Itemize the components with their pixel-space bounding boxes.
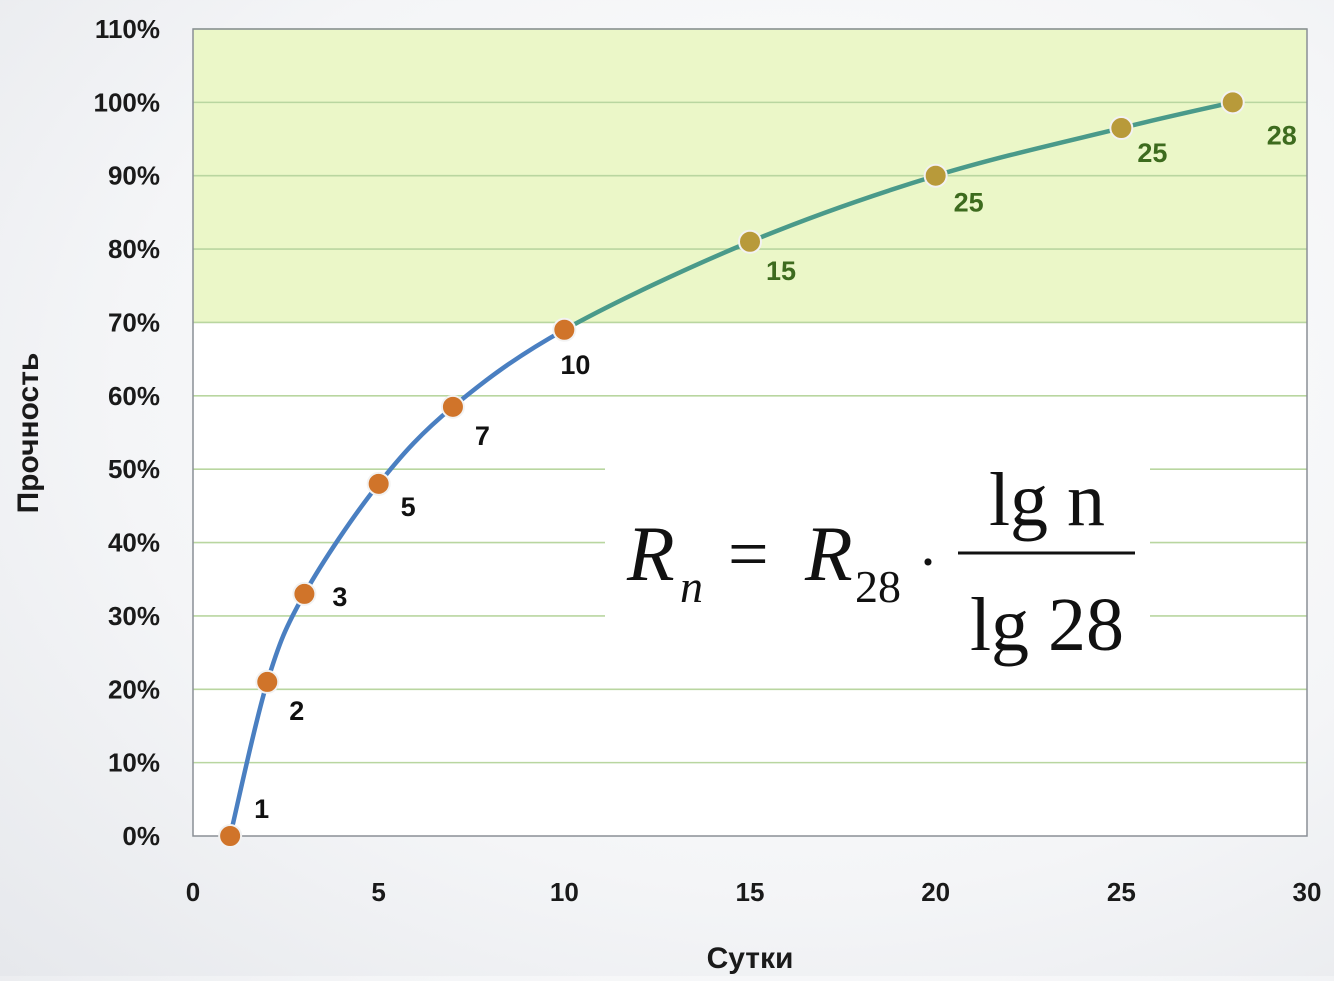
y-tick-label: 40%: [108, 528, 160, 558]
formula-denominator: lg 28: [970, 583, 1124, 667]
plot-border: [192, 28, 1308, 837]
y-tick-label: 10%: [108, 748, 160, 778]
series-line-segment: [562, 239, 753, 333]
y-tick-label: 30%: [108, 601, 160, 631]
x-axis-title: Сутки: [707, 942, 794, 975]
data-point: [552, 317, 577, 342]
y-tick-label: 20%: [108, 674, 160, 704]
data-point-label: 10: [560, 350, 590, 380]
data-point: [1109, 116, 1134, 141]
x-tick-label: 5: [371, 877, 385, 907]
x-tick-label: 30: [1293, 877, 1322, 907]
y-tick-label: 90%: [108, 161, 160, 191]
data-point-label: 2: [289, 696, 304, 726]
x-tick-label: 25: [1107, 877, 1136, 907]
y-tick-label: 60%: [108, 381, 160, 411]
x-tick-label: 0: [186, 877, 200, 907]
data-point: [1220, 90, 1245, 115]
y-tick-label: 70%: [108, 307, 160, 337]
y-tick-label: 110%: [95, 14, 160, 44]
data-point-label: 25: [1137, 138, 1167, 168]
data-series: 1 2 3 5 7 10 15 25 25 28: [218, 90, 1297, 848]
x-tick-label: 20: [921, 877, 950, 907]
data-point: [366, 471, 391, 496]
series-line-segment: [933, 125, 1124, 178]
formula-lhs-main: R: [626, 510, 675, 597]
data-point-label: 7: [475, 421, 490, 451]
formula-rhs-main: R: [804, 510, 853, 597]
data-point: [255, 669, 280, 694]
data-point: [292, 581, 317, 606]
series-line-segment: [747, 173, 938, 245]
data-point: [923, 163, 948, 188]
formula: R n = R 28 · lg n lg 28: [605, 458, 1150, 667]
x-tick-label: 10: [550, 877, 579, 907]
data-point-label: 3: [332, 582, 347, 612]
data-point-label: 28: [1267, 120, 1297, 150]
formula-background: [605, 462, 1150, 667]
data-point: [218, 824, 243, 848]
y-tick-label: 100%: [94, 87, 161, 117]
data-point: [738, 229, 762, 254]
series-line-segment: [450, 327, 567, 410]
series-line-segment: [302, 481, 381, 597]
y-tick-label: 0%: [122, 821, 160, 851]
formula-rhs-sub: 28: [855, 561, 901, 612]
y-axis-title: Прочность: [12, 353, 45, 514]
x-tick-label: 15: [736, 877, 765, 907]
formula-lhs-sub: n: [680, 561, 703, 612]
formula-equals: =: [728, 514, 769, 594]
data-point-label: 1: [254, 794, 269, 824]
axes: 0%10%20%30%40%50%60%70%80%90%100%110%0 5 1…: [94, 14, 1322, 907]
data-point-label: 5: [401, 492, 416, 522]
data-point: [440, 394, 465, 419]
formula-dot: ·: [918, 529, 938, 595]
y-tick-label: 80%: [108, 234, 160, 264]
formula-numerator: lg n: [989, 458, 1105, 542]
y-tick-label: 50%: [108, 454, 160, 484]
series-line-segment: [376, 404, 456, 487]
data-point-label: 15: [766, 256, 796, 286]
data-point-label: 25: [954, 188, 984, 218]
